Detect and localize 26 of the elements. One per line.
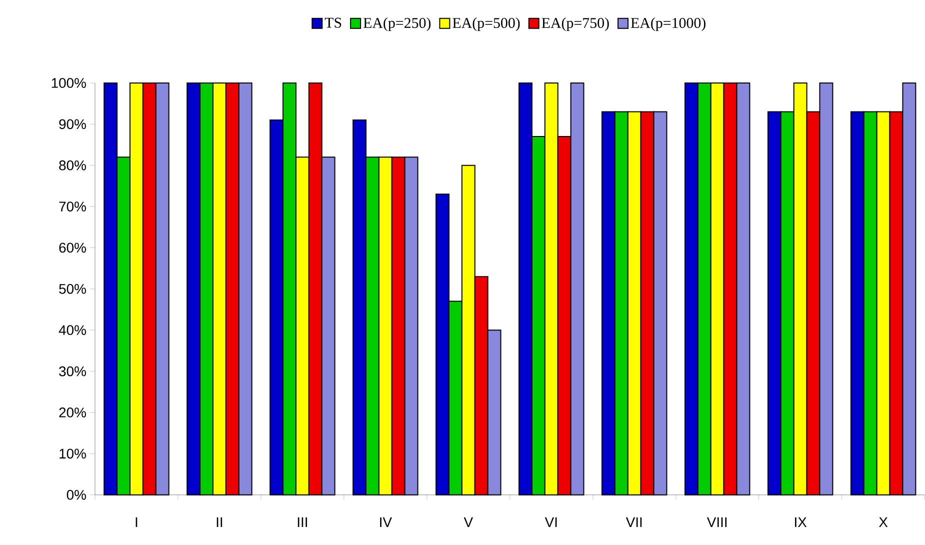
y-tick-label: 40% [58, 325, 86, 336]
x-tick-label: V [464, 517, 473, 528]
y-tick-label: 20% [59, 408, 86, 418]
x-tick-label: VI [544, 517, 557, 528]
x-tick-label: VIII [706, 517, 727, 528]
y-tick-label: 30% [59, 366, 86, 376]
legend-label: TS [324, 18, 342, 28]
y-tick-label: 90% [59, 119, 86, 130]
legend-label: EA(p=1000) [630, 18, 706, 32]
y-tick-label: 10% [60, 448, 86, 459]
y-tick-label: 50% [59, 284, 86, 294]
x-tick-label: IX [795, 517, 807, 528]
x-tick-label: VII [626, 517, 642, 528]
legend-label: EA(p=750) [542, 18, 609, 32]
x-tick-label: III [298, 517, 307, 528]
y-tick-label: 100% [52, 78, 86, 88]
x-tick-label: X [878, 517, 888, 528]
x-tick-label: II [216, 517, 222, 528]
y-tick-label: 60% [59, 242, 86, 253]
y-tick-label: 80% [59, 160, 86, 170]
y-tick-label: 70% [59, 202, 86, 212]
legend-label: EA(p=500) [452, 18, 520, 32]
legend-label: EA(p=250) [363, 18, 431, 32]
x-tick-label: I [136, 517, 138, 528]
y-tick-label: 0% [66, 490, 86, 500]
x-tick-label: IV [380, 517, 392, 528]
